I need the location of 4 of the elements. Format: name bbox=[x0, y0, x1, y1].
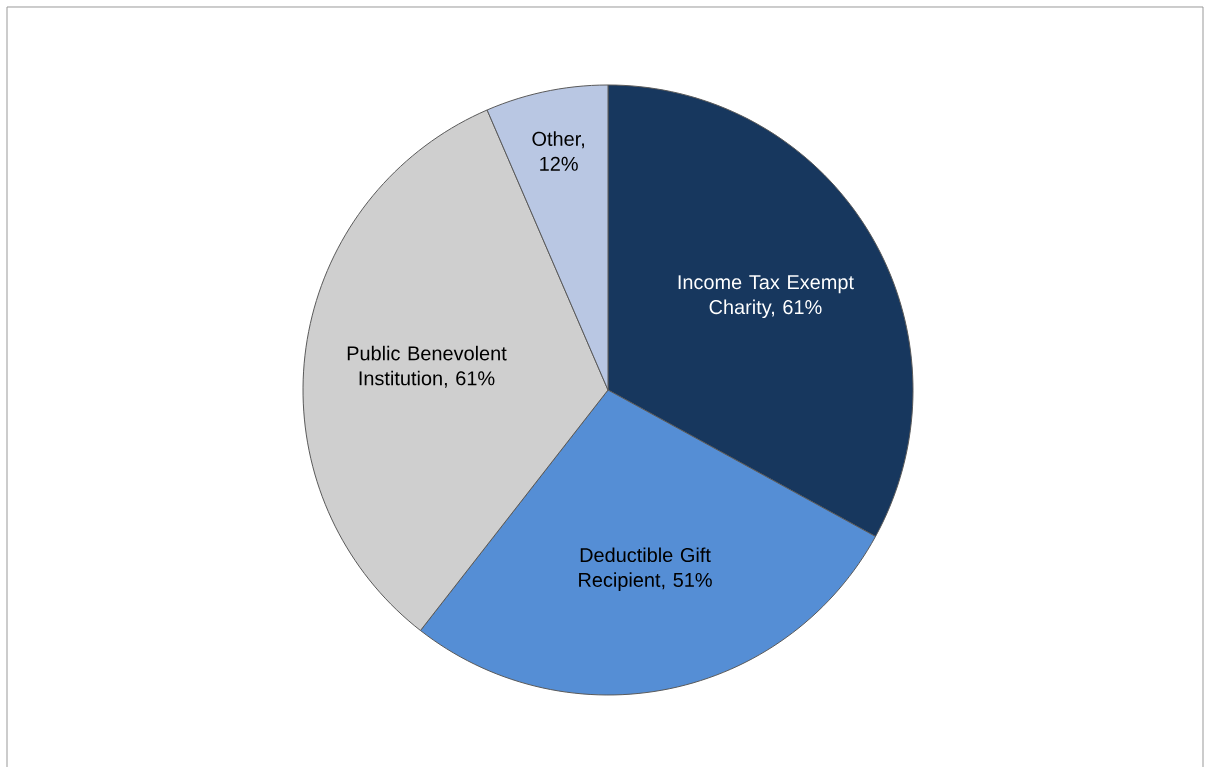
slice-label: Public Benevolent Institution, 61% bbox=[347, 345, 507, 388]
slice-label: Other, 12% bbox=[532, 131, 584, 171]
slice-label: Income Tax Exempt Charity, 61% bbox=[678, 275, 854, 319]
slice-label: Deductible Gift Recipient, 51% bbox=[579, 547, 712, 591]
